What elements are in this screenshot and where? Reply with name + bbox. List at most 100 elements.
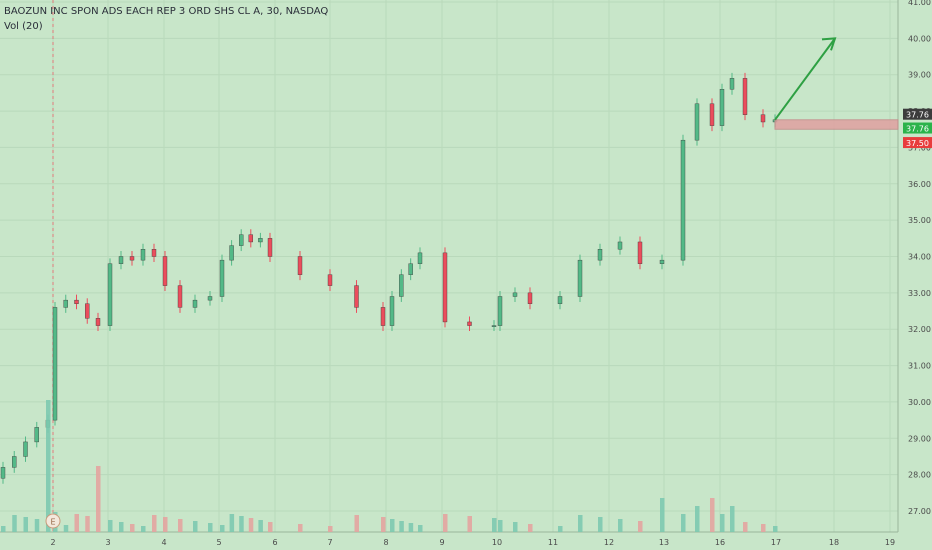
- candle-body: [95, 318, 101, 326]
- x-tick-label: 2: [50, 538, 55, 547]
- candle-body: [85, 303, 90, 319]
- volume-bar: [1, 526, 6, 532]
- volume-bar: [761, 524, 766, 532]
- earnings-event-letter: E: [50, 518, 55, 527]
- x-tick-label: 12: [604, 538, 614, 547]
- candle-body: [238, 234, 244, 246]
- volume-bar: [578, 515, 583, 532]
- candle-body: [417, 252, 423, 264]
- candle-body: [742, 78, 748, 115]
- candle-body: [408, 263, 413, 275]
- volume-bar: [443, 514, 448, 532]
- price-label-box: [903, 137, 932, 149]
- price-label: 37.76: [906, 125, 929, 134]
- candle-body: [219, 259, 225, 297]
- volume-bar: [130, 524, 135, 532]
- candle-body: [659, 259, 665, 264]
- candle-body: [140, 249, 146, 261]
- candle-body: [162, 256, 168, 286]
- candle-body: [467, 321, 472, 326]
- volume-bar: [63, 525, 69, 532]
- candle-body: [177, 285, 183, 308]
- x-tick-label: 5: [216, 538, 221, 547]
- price-label: 37.76: [906, 111, 929, 120]
- y-tick-label: 33.00: [908, 289, 931, 298]
- volume-bar: [152, 515, 157, 532]
- volume-bar: [710, 498, 715, 532]
- candle-body: [327, 274, 333, 286]
- candle-body: [709, 103, 715, 126]
- y-tick-label: 29.00: [908, 434, 931, 443]
- candle-body: [248, 234, 254, 243]
- candle-body: [637, 241, 643, 264]
- y-tick-label: 30.00: [908, 398, 931, 407]
- candle-body: [192, 299, 198, 308]
- candle-body: [597, 249, 603, 261]
- volume-bar: [108, 520, 113, 532]
- candle-body: [0, 467, 6, 479]
- x-tick-label: 10: [492, 538, 502, 547]
- candle-body: [760, 114, 766, 123]
- volume-bar: [498, 520, 503, 532]
- volume-bar: [354, 515, 359, 532]
- candle-body: [107, 263, 113, 326]
- candle-body: [497, 296, 503, 326]
- candle-body: [557, 296, 563, 304]
- volume-bar: [193, 521, 198, 532]
- y-tick-label: 27.00: [908, 507, 931, 516]
- volume-bar: [418, 525, 423, 532]
- candle-body: [229, 245, 234, 261]
- volume-bar: [408, 523, 414, 532]
- candle-body: [74, 299, 79, 304]
- volume-bar: [85, 516, 90, 532]
- candle-body: [729, 78, 735, 90]
- x-tick-label: 16: [715, 538, 725, 547]
- x-tick-label: 18: [829, 538, 839, 547]
- volume-bar: [239, 516, 244, 532]
- volume-bar: [119, 522, 124, 532]
- volume-bar: [660, 498, 665, 532]
- volume-bar: [258, 520, 263, 532]
- symbol-title: BAOZUN INC SPON ADS EACH REP 3 ORD SHS C…: [4, 6, 329, 17]
- volume-label: Vol (20): [4, 21, 43, 32]
- volume-bar: [638, 521, 643, 532]
- candle-body: [491, 325, 497, 327]
- volume-bar: [34, 519, 40, 532]
- x-tick-label: 4: [161, 538, 166, 547]
- volume-bar: [399, 521, 404, 532]
- volume-bar: [618, 519, 623, 532]
- volume-bar: [229, 514, 235, 532]
- x-tick-label: 13: [659, 538, 669, 547]
- x-tick-label: 8: [383, 538, 388, 547]
- y-tick-label: 34.00: [908, 253, 931, 262]
- candle-body: [63, 299, 68, 308]
- candle-body: [52, 307, 58, 421]
- price-label-box: [903, 108, 932, 120]
- candle-body: [129, 256, 135, 261]
- y-tick-label: 36.00: [908, 180, 931, 189]
- volume-bar: [492, 518, 497, 532]
- candle-body: [151, 249, 157, 257]
- x-tick-label: 7: [327, 538, 332, 547]
- target-zone: [774, 119, 899, 130]
- y-tick-label: 39.00: [908, 71, 931, 80]
- volume-bar: [12, 515, 17, 532]
- volume-bar: [248, 518, 254, 532]
- y-tick-label: 41.00: [908, 0, 931, 7]
- candle-body: [527, 292, 533, 304]
- candle-body: [380, 307, 386, 326]
- candle-body: [719, 89, 725, 126]
- x-tick-label: 19: [885, 538, 895, 547]
- volume-bar: [681, 514, 686, 532]
- volume-bar: [381, 517, 386, 532]
- candle-body: [680, 139, 686, 261]
- price-label-box: [903, 122, 932, 134]
- candle-body: [442, 252, 448, 323]
- y-tick-label: 31.00: [908, 362, 931, 371]
- volume-bar: [220, 525, 225, 532]
- x-tick-label: 17: [771, 538, 781, 547]
- y-tick-label: 35.00: [908, 216, 931, 225]
